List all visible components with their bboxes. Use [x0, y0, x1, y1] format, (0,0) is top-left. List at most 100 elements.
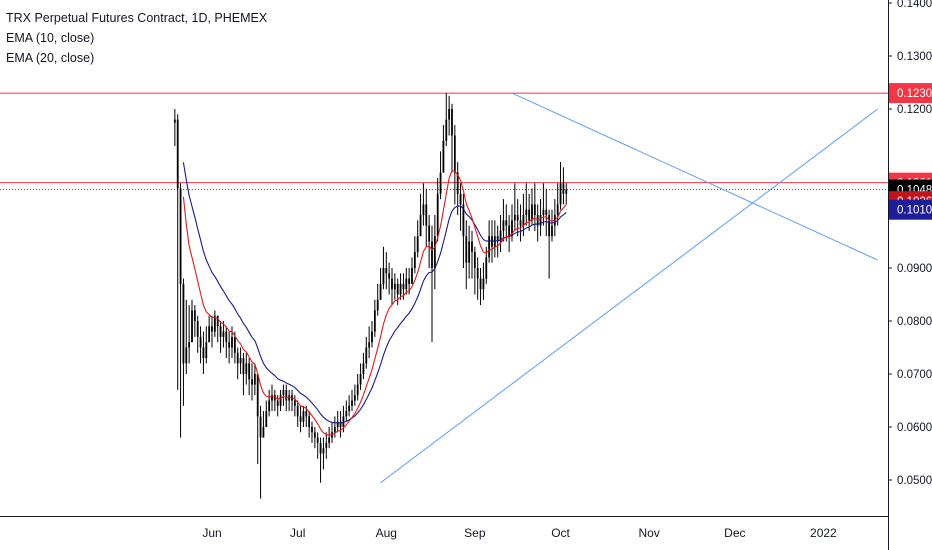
candle-body: [371, 331, 373, 343]
price-tick-label: 0.1200: [897, 104, 932, 116]
price-tick-label: 0.0900: [897, 263, 932, 275]
time-tick-label: Jul: [290, 526, 305, 540]
candle-body: [199, 336, 202, 348]
candle-body: [559, 183, 562, 205]
candle-body: [345, 411, 348, 417]
horizontal-lines-layer: [0, 92, 888, 191]
candle-body: [219, 326, 222, 337]
candle-body: [231, 336, 233, 348]
candle-body: [448, 109, 451, 120]
candle-body: [282, 389, 285, 396]
candle-body: [379, 283, 382, 300]
candle-body: [511, 220, 513, 237]
price-badge: [889, 83, 932, 104]
candle-body: [393, 283, 396, 290]
ema-layer: [182, 162, 567, 436]
candle-body: [488, 236, 491, 258]
candle-body: [359, 374, 362, 385]
candle-body: [302, 411, 305, 422]
candle-body: [542, 209, 545, 215]
price-badge: [889, 199, 932, 220]
candle-body: [456, 172, 459, 194]
candle-body: [442, 140, 445, 173]
candle-body: [193, 310, 196, 321]
candle-body: [211, 326, 213, 332]
candle-body: [422, 204, 425, 215]
candle-body: [351, 400, 353, 406]
price-tick-label: 0.1400: [897, 0, 932, 10]
candle-body: [342, 416, 345, 427]
candle-body: [416, 236, 419, 253]
candle-body: [536, 215, 539, 226]
candle-body: [208, 326, 211, 343]
candle-body: [522, 215, 525, 226]
candle-body: [485, 257, 488, 279]
candle-body: [288, 395, 291, 401]
candle-body: [336, 421, 339, 427]
candle-body: [402, 283, 405, 290]
time-tick-label: 2022: [810, 526, 837, 540]
candle-body: [413, 252, 416, 268]
candle-body: [348, 405, 351, 412]
legend-ema20: EMA (20, close): [6, 51, 95, 65]
candle-body: [451, 109, 453, 136]
candle-body: [565, 189, 568, 194]
time-tick-label: Nov: [638, 526, 659, 540]
candle-body: [388, 273, 391, 279]
trendline-upper: [511, 92, 878, 261]
candle-body: [196, 321, 199, 337]
candle-body: [496, 236, 499, 242]
time-tick-label: Dec: [724, 526, 745, 540]
candle-body: [528, 209, 531, 221]
candle-body: [313, 432, 316, 438]
candle-body: [293, 400, 296, 406]
candle-body: [362, 363, 365, 374]
candle-body: [551, 225, 553, 237]
candle-body: [462, 204, 465, 237]
price-tick-label: 0.0700: [897, 369, 932, 381]
candle-body: [516, 215, 519, 221]
candles-layer: [173, 93, 568, 499]
candle-body: [385, 268, 388, 274]
candle-body: [476, 268, 479, 279]
candle-body: [411, 268, 413, 284]
candle-body: [188, 342, 191, 348]
candle-body: [179, 188, 182, 284]
candle-body: [233, 336, 236, 353]
candle-body: [539, 215, 542, 226]
trendline-lower: [380, 108, 878, 484]
candle-body: [236, 352, 239, 364]
candle-body: [185, 347, 188, 364]
time-tick-label: Jun: [202, 526, 221, 540]
candle-body: [328, 437, 331, 443]
candle-body: [556, 204, 559, 215]
ema20-line: [182, 162, 567, 424]
candle-body: [268, 400, 271, 412]
time-tick-label: Oct: [551, 526, 570, 540]
candle-body: [251, 379, 253, 385]
candle-body: [439, 172, 442, 194]
candle-body: [202, 347, 205, 359]
candle-body: [545, 209, 548, 215]
candle-body: [399, 283, 402, 295]
candle-body: [436, 193, 439, 237]
candle-body: [222, 331, 225, 337]
time-tick-label: Sep: [464, 526, 486, 540]
candle-body: [245, 363, 248, 374]
candle-body: [271, 395, 273, 401]
candle-body: [453, 135, 456, 173]
candle-body: [353, 395, 356, 401]
time-tick-label: Aug: [376, 526, 397, 540]
price-tick-label: 0.0800: [897, 316, 932, 328]
chart-legend: TRX Perpetual Futures Contract, 1D, PHEM…: [6, 8, 267, 68]
candle-body: [182, 283, 185, 364]
candle-body: [428, 225, 431, 242]
candle-body: [396, 283, 399, 295]
candle-body: [242, 358, 245, 374]
candle-body: [311, 427, 313, 433]
candle-body: [373, 310, 376, 332]
candle-body: [482, 278, 485, 290]
